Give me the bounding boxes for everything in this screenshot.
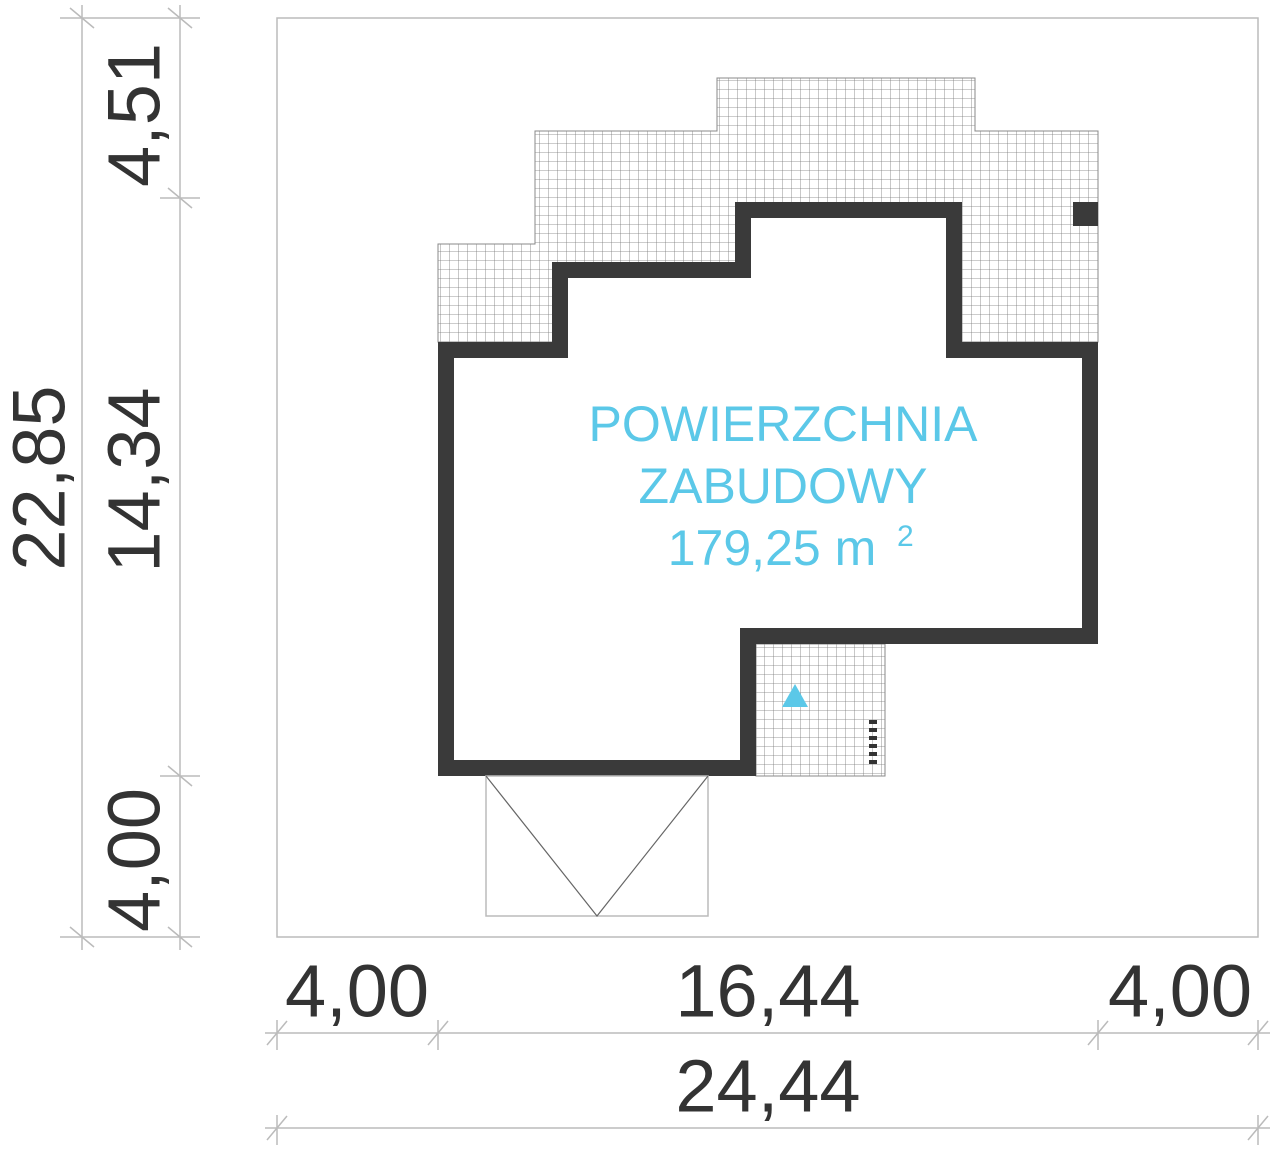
dimension-label: 16,44 (675, 950, 860, 1033)
dimension-label: 14,34 (93, 387, 176, 572)
area-label: ZABUDOWY (639, 458, 928, 514)
chimney (1073, 202, 1098, 226)
lot-boundary (276, 17, 1259, 938)
dimension-label: 4,00 (1108, 950, 1252, 1033)
dimension-label: 4,51 (93, 43, 176, 187)
area-unit-superscript: 2 (897, 520, 914, 553)
building-outline (438, 202, 1098, 776)
terrace (755, 643, 886, 777)
dimension-label: 4,00 (93, 788, 176, 932)
area-label: POWIERZCHNIA (589, 396, 979, 452)
carport (485, 775, 709, 917)
dimension-lines (60, 5, 1270, 1145)
steps (869, 720, 877, 764)
entrance-marker (782, 684, 808, 707)
dimension-label: 22,85 (0, 385, 81, 570)
carport-lines (485, 775, 709, 917)
dimension-label: 4,00 (285, 950, 429, 1033)
dimension-label: 24,44 (675, 1045, 860, 1128)
area-value: 179,25 m (668, 520, 876, 576)
